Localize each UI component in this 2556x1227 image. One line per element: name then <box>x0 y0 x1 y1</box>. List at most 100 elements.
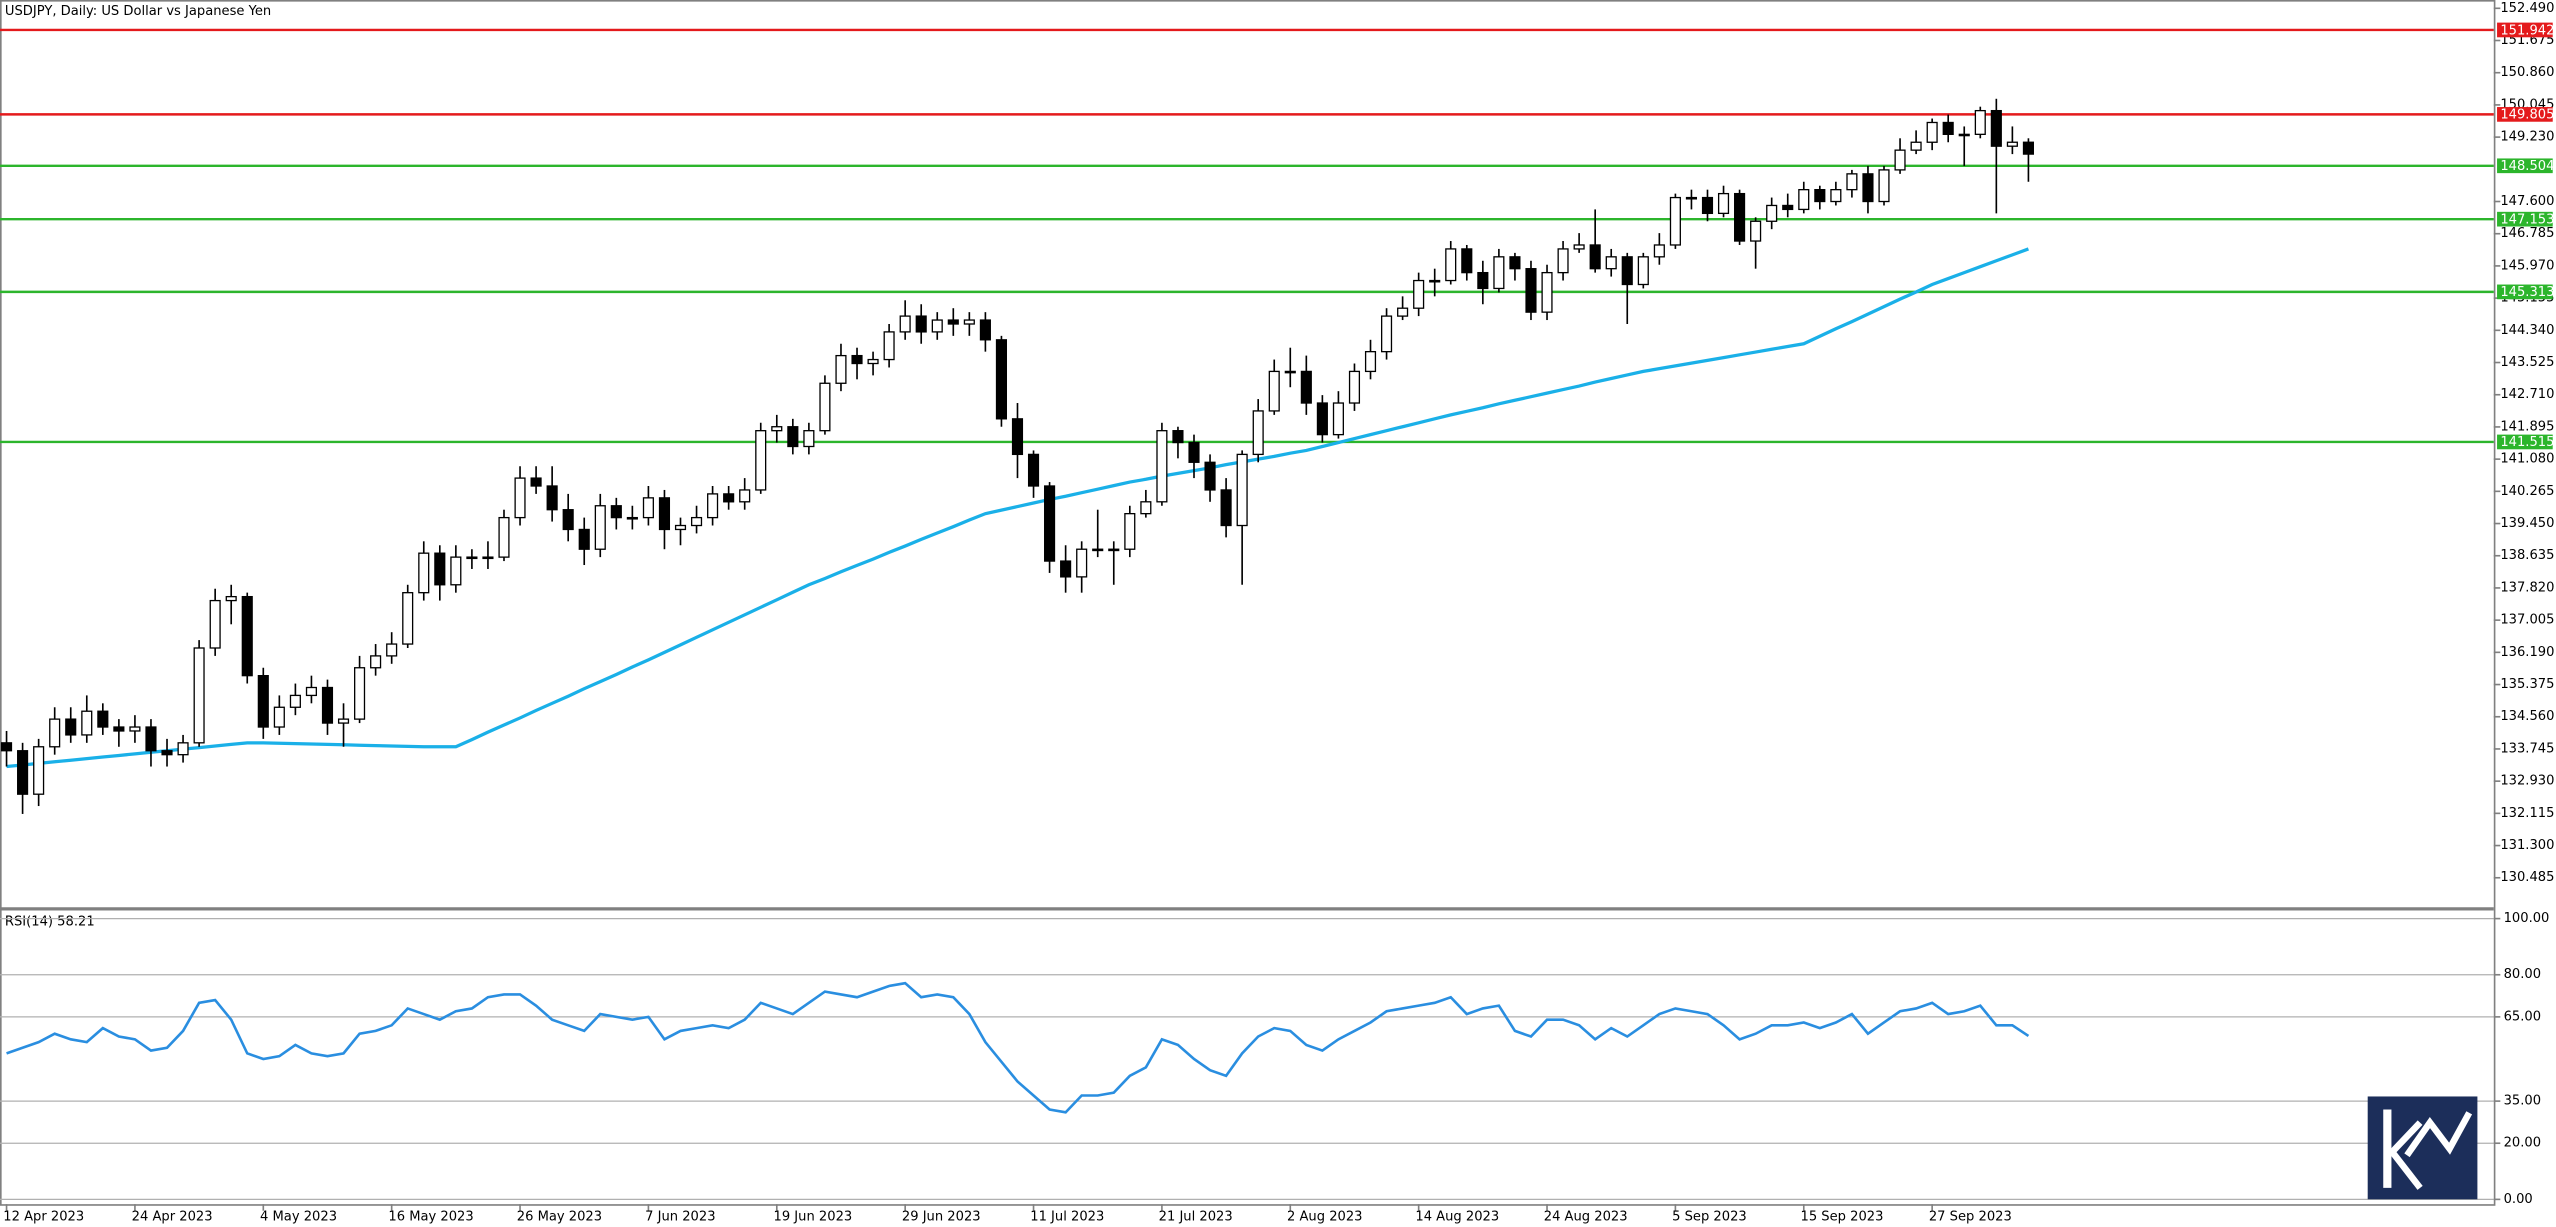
candle-body <box>1429 279 1441 283</box>
candle-body <box>1204 461 1216 491</box>
level-label-box <box>2497 22 2553 38</box>
level-label: 145.313 <box>2500 285 2554 300</box>
y-tick-label: 133.745 <box>2500 741 2554 756</box>
candle-body <box>1734 192 1746 242</box>
candle-body <box>161 750 173 756</box>
candle-body <box>1252 410 1264 456</box>
candle-body <box>723 493 735 503</box>
candle-body <box>867 358 879 365</box>
candle-body <box>1766 204 1778 222</box>
candle-body <box>883 331 895 361</box>
candle-body <box>1605 256 1617 270</box>
candle-body <box>1348 370 1361 404</box>
y-tick-label: 131.300 <box>2500 838 2554 853</box>
logo-k-arm <box>2387 1120 2423 1190</box>
candle-body <box>1236 453 1248 527</box>
candle-body <box>594 505 606 550</box>
candle-body <box>434 552 446 586</box>
y-tick-label: 65.00 <box>2504 1009 2541 1024</box>
level-label: 147.153 <box>2500 213 2554 228</box>
candle-body <box>2006 141 2018 147</box>
y-tick-label: 100.00 <box>2504 911 2550 926</box>
candle-body <box>193 647 205 744</box>
candle-body <box>289 694 301 708</box>
y-tick-label: 150.860 <box>2500 65 2554 80</box>
candle-body <box>562 509 574 531</box>
y-tick-label: 152.490 <box>2500 1 2554 16</box>
candle-body <box>257 675 269 728</box>
y-tick-label: 147.600 <box>2500 194 2554 209</box>
y-tick-label: 145.970 <box>2500 258 2554 273</box>
x-tick-label: 27 Sep 2023 <box>1929 1210 2012 1225</box>
candle-body <box>1220 489 1232 527</box>
candle-body <box>899 315 911 333</box>
x-tick-label: 24 Aug 2023 <box>1544 1210 1628 1225</box>
candle-body <box>514 477 526 519</box>
candle-body <box>418 552 430 594</box>
candle-body <box>1076 548 1088 578</box>
candle-body <box>1461 248 1473 274</box>
candle-body <box>626 516 638 520</box>
candle-body <box>755 430 767 491</box>
chart-title: USDJPY, Daily: US Dollar vs Japanese Yen <box>5 4 271 19</box>
candle-body <box>450 556 462 586</box>
candle-body <box>321 686 334 724</box>
candle-body <box>803 430 815 448</box>
candle-body <box>707 493 719 519</box>
candle-body <box>1011 418 1024 456</box>
candle-body <box>1060 560 1072 578</box>
y-tick-label: 149.230 <box>2500 130 2554 145</box>
candle-body <box>1573 244 1585 250</box>
candle-body <box>1108 548 1120 552</box>
candle-body <box>1637 256 1649 286</box>
candle-body <box>1188 441 1200 463</box>
candle-body <box>1717 192 1730 215</box>
y-tick-label: 132.930 <box>2500 774 2554 789</box>
x-tick-label: 12 Apr 2023 <box>3 1210 84 1225</box>
candle-body <box>1750 220 1762 242</box>
candle-body <box>145 726 157 752</box>
y-tick-label: 140.265 <box>2500 484 2554 499</box>
y-tick-label: 144.340 <box>2500 323 2554 338</box>
candle-body <box>1958 133 1970 137</box>
candle-body <box>1589 244 1601 270</box>
rsi-title: RSI(14) 58.21 <box>5 914 95 929</box>
candle-body <box>1397 307 1409 317</box>
y-tick-label: 35.00 <box>2504 1094 2541 1109</box>
candle-body <box>498 516 510 558</box>
y-tick-label: 130.485 <box>2500 870 2554 885</box>
candle-body <box>851 354 863 365</box>
candle-body <box>1685 196 1698 200</box>
candle-body <box>1846 173 1858 191</box>
candle-body <box>739 489 751 503</box>
candle-body <box>33 746 45 795</box>
level-label: 149.805 <box>2500 108 2554 123</box>
y-tick-label: 141.080 <box>2500 452 2554 467</box>
candle-body <box>1942 121 1954 135</box>
candle-body <box>1493 256 1505 290</box>
y-tick-label: 146.785 <box>2500 226 2554 241</box>
candle-body <box>915 315 927 333</box>
x-tick-label: 15 Sep 2023 <box>1800 1210 1883 1225</box>
candle-body <box>1621 256 1633 286</box>
y-tick-label: 80.00 <box>2504 967 2541 982</box>
level-label: 148.504 <box>2500 159 2554 174</box>
x-tick-label: 11 Jul 2023 <box>1030 1210 1104 1225</box>
candle-body <box>1990 109 2002 147</box>
y-tick-label: 143.525 <box>2500 355 2554 370</box>
logo <box>2367 1096 2478 1200</box>
y-tick-label: 0.00 <box>2504 1192 2533 1207</box>
candle-body <box>354 667 366 720</box>
y-tick-label: 142.710 <box>2500 387 2554 402</box>
candle-body <box>1172 430 1184 444</box>
candle-body <box>931 319 943 333</box>
candle-body <box>1669 196 1681 246</box>
candle-body <box>1268 370 1280 412</box>
candle-body <box>1044 485 1056 562</box>
candle-body <box>963 319 975 325</box>
candle-body <box>1894 149 1906 171</box>
x-tick-label: 7 Jun 2023 <box>645 1210 715 1225</box>
